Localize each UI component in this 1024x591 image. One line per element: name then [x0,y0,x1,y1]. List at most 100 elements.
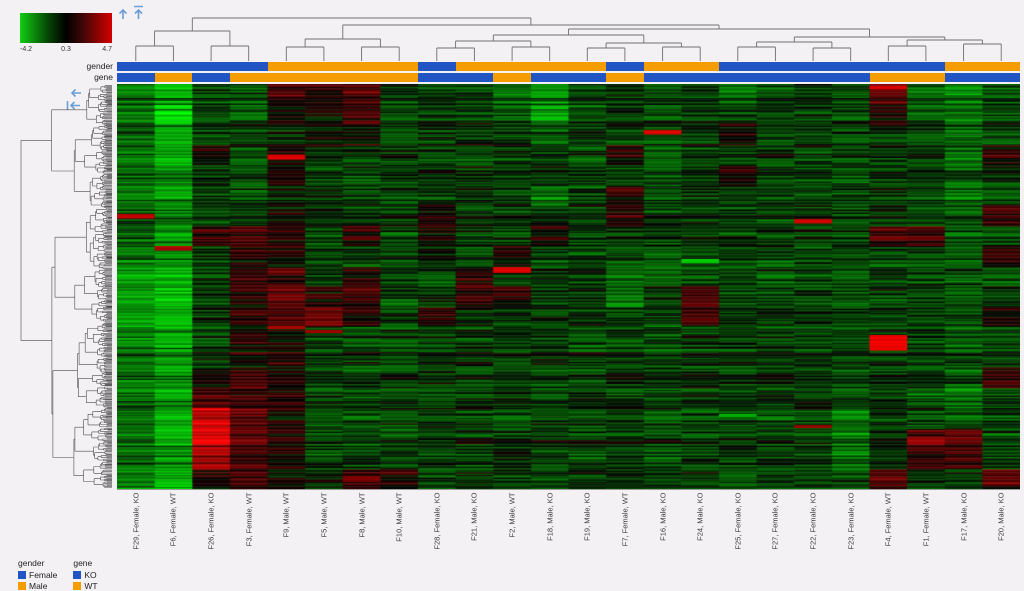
column-label: F1, Female, WT [921,492,931,547]
male-label: Male [29,581,48,591]
gene-track-segment[interactable] [342,73,381,82]
gene-track-segment[interactable] [643,73,682,82]
gene-track-segment[interactable] [756,73,795,82]
gender-track-segment[interactable] [229,62,268,71]
scroll-left-to-start-icon[interactable] [66,99,81,112]
gene-track-segment[interactable] [117,73,155,82]
colorscale-max-label: 4.7 [102,46,112,53]
gender-track-segment[interactable] [831,62,870,71]
gender-track-segment[interactable] [418,62,456,71]
male-swatch [18,582,26,590]
gender-track-segment[interactable] [568,62,607,71]
gene-track-segment[interactable] [530,73,569,82]
gene-track-segment[interactable] [568,73,607,82]
column-label: F2, Male, WT [507,492,517,538]
gender-legend-title: gender [18,558,45,568]
column-label: F3, Female, WT [244,492,254,547]
gender-track-segment[interactable] [719,62,757,71]
gender-track-label: gender [86,61,113,71]
gender-track-segment[interactable] [982,62,1020,71]
gene-track-segment[interactable] [719,73,757,82]
column-label: F10, Male, WT [394,492,404,542]
colorscale-min-label: -4.2 [20,46,33,53]
gender-track-segment[interactable] [756,62,795,71]
column-label: F23, Female, KO [846,492,856,550]
gene-track-segment[interactable] [229,73,268,82]
column-label: F21, Male, KO [469,492,479,541]
gene-track-segment[interactable] [418,73,456,82]
gender-track-segment[interactable] [869,62,908,71]
gender-track-segment[interactable] [117,62,155,71]
column-label: F18, Male, KO [545,492,555,541]
column-label: F25, Female, KO [733,492,743,550]
gender-track-segment[interactable] [530,62,569,71]
gender-track-segment[interactable] [794,62,832,71]
gene-legend-title: gene [73,558,93,568]
gender-track-segment[interactable] [305,62,343,71]
legend-item-female: Female [18,570,57,580]
gender-track-segment[interactable] [154,62,193,71]
gene-legend: gene KO WT [73,558,98,591]
gender-legend: gender Female Male [18,558,57,591]
column-label: F27, Female, KO [770,492,780,550]
scroll-left-icon[interactable] [69,87,82,99]
column-label: F5, Male, WT [319,492,329,538]
gender-track-segment[interactable] [267,62,306,71]
gene-track-segment[interactable] [154,73,193,82]
heatmap-canvas[interactable] [117,84,1020,489]
scroll-up-icon[interactable] [117,7,129,20]
gene-track-segment[interactable] [606,73,644,82]
gene-track-segment[interactable] [982,73,1020,82]
gene-track-segment[interactable] [380,73,418,82]
gene-track-segment[interactable] [305,73,343,82]
gene-track-segment[interactable] [681,73,719,82]
gene-track-segment[interactable] [267,73,306,82]
gender-track-segment[interactable] [192,62,230,71]
column-dendrogram[interactable] [135,17,1002,61]
column-label: F17, Male, KO [959,492,969,541]
column-label: F28, Female, KO [432,492,442,550]
colorscale-gradient [20,13,112,43]
female-label: Female [29,570,58,580]
gender-track-segment[interactable] [606,62,644,71]
gene-track-segment[interactable] [455,73,494,82]
column-label: F24, Male, KO [695,492,705,541]
scroll-up-to-top-icon[interactable] [132,5,145,20]
row-dendrogram[interactable] [20,85,112,488]
gene-track-segment[interactable] [831,73,870,82]
column-label: F20, Male, KO [996,492,1006,541]
gender-track-segment[interactable] [681,62,719,71]
gene-track-segment[interactable] [493,73,531,82]
ko-swatch [73,571,82,579]
gene-track-segment[interactable] [944,73,983,82]
gender-track-segment[interactable] [643,62,682,71]
gender-track-segment[interactable] [342,62,381,71]
gender-track-segment[interactable] [380,62,418,71]
column-label: F22, Female, KO [808,492,818,550]
gene-track-segment[interactable] [794,73,832,82]
colorscale-ticks: -4.2 0.3 4.7 [20,46,112,55]
heatmap-area[interactable] [117,84,1020,490]
gene-track[interactable] [117,73,1020,82]
annotation-legends: gender Female Male gene KO WT [18,558,98,591]
column-label: F7, Female, WT [620,492,630,547]
gene-track-segment[interactable] [869,73,908,82]
wt-label: WT [84,581,98,591]
legend-item-wt: WT [73,581,98,591]
gender-track[interactable] [117,62,1020,71]
gene-track-segment[interactable] [907,73,945,82]
gender-track-segment[interactable] [493,62,531,71]
gender-track-segment[interactable] [944,62,983,71]
column-label: F26, Female, KO [206,492,216,550]
column-label: F29, Female, KO [131,492,141,550]
wt-swatch [73,582,82,590]
female-swatch [18,571,26,579]
gene-track-segment[interactable] [192,73,230,82]
gender-track-segment[interactable] [455,62,494,71]
gender-track-segment[interactable] [907,62,945,71]
legend-item-male: Male [18,581,57,591]
colorscale-mid-label: 0.3 [61,46,71,53]
ko-label: KO [84,570,97,580]
column-label: F4, Female, WT [883,492,893,547]
column-label: F19, Male, KO [582,492,592,541]
